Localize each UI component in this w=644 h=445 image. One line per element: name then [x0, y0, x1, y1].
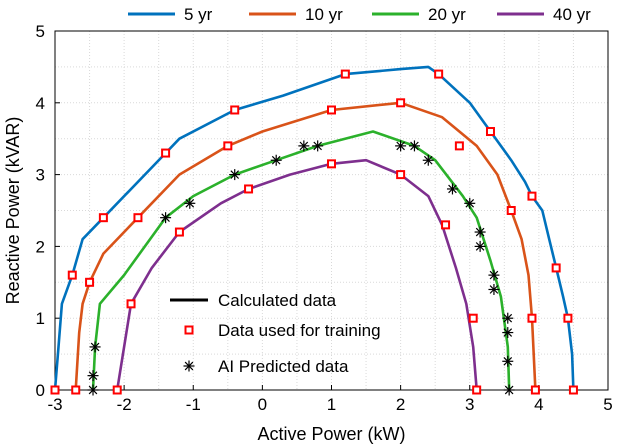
predicted-point [503, 384, 515, 396]
predicted-point [502, 327, 514, 339]
training-point [67, 270, 77, 280]
predicted-point [488, 283, 500, 295]
x-tick-label: 2 [396, 395, 405, 414]
predicted-point [160, 212, 172, 224]
training-point [441, 220, 451, 230]
predicted-point [87, 384, 99, 396]
training-point [112, 385, 122, 395]
predicted-point [408, 140, 420, 152]
training-point [223, 141, 233, 151]
training-point [454, 141, 464, 151]
training-point [472, 385, 482, 395]
training-point [527, 191, 537, 201]
x-tick-label: 5 [603, 395, 612, 414]
legend-label: 40 yr [553, 5, 591, 24]
series-line-5-yr [53, 65, 575, 391]
training-point [396, 98, 406, 108]
legend-label: 5 yr [184, 5, 213, 24]
x-tick-label: -2 [117, 395, 132, 414]
x-tick-label: -1 [186, 395, 201, 414]
legend-square-marker [184, 325, 194, 335]
predicted-point [312, 140, 324, 152]
training-point [327, 159, 336, 169]
y-tick-label: 0 [36, 381, 45, 400]
predicted-point [270, 154, 282, 166]
x-axis-title: Active Power (kW) [257, 424, 405, 444]
predicted-point [474, 226, 486, 238]
legend-marker-label: Data used for training [218, 321, 381, 340]
predicted-point [464, 197, 476, 209]
x-tick-label: 4 [534, 395, 543, 414]
training-point [551, 263, 561, 273]
predicted-point [229, 169, 241, 181]
x-tick-label: 0 [258, 395, 267, 414]
legend-top: 5 yr 10 yr 20 yr 40 yr [128, 5, 591, 24]
training-point [230, 105, 240, 115]
y-tick-label: 4 [36, 94, 45, 113]
training-point [174, 227, 184, 237]
x-tick-label: -3 [47, 395, 62, 414]
training-point [396, 170, 406, 180]
predicted-point [89, 341, 101, 353]
training-point [530, 385, 540, 395]
training-point [133, 213, 143, 223]
y-tick-label: 3 [36, 166, 45, 185]
series-line-20-yr [91, 130, 511, 391]
training-point [244, 184, 254, 194]
legend-marker-label: Calculated data [218, 291, 337, 310]
training-point [527, 313, 537, 323]
legend-asterisk-marker [183, 360, 195, 372]
training-point [506, 206, 516, 215]
y-tick-label: 5 [36, 22, 45, 41]
training-point [50, 385, 60, 395]
training-point [563, 313, 573, 323]
predicted-point [395, 140, 407, 152]
y-axis-title: Reactive Power (kVAR) [3, 117, 23, 305]
training-point [161, 148, 171, 158]
predicted-point [298, 140, 310, 152]
predicted-point [502, 312, 514, 324]
ticks-layer: -3 -2 -1 0 1 2 3 4 5 0 1 2 3 4 5 [36, 22, 613, 414]
training-point [126, 299, 136, 309]
x-tick-label: 3 [465, 395, 474, 414]
training-point [434, 69, 444, 79]
training-point [71, 385, 81, 395]
predicted-point [422, 154, 434, 166]
predicted-point [474, 240, 486, 252]
training-point [485, 127, 495, 137]
markers-layer [50, 69, 578, 396]
y-tick-label: 1 [36, 309, 45, 328]
legend-label: 20 yr [428, 5, 466, 24]
curves-layer [53, 65, 575, 391]
training-point [327, 105, 336, 115]
predicted-point [87, 370, 99, 382]
training-point [85, 277, 95, 287]
legend-label: 10 yr [305, 5, 343, 24]
x-tick-label: 1 [327, 395, 336, 414]
training-point [568, 385, 578, 395]
legend-marker-label: AI Predicted data [218, 357, 349, 376]
training-point [468, 313, 478, 323]
y-tick-label: 2 [36, 237, 45, 256]
predicted-point [184, 197, 196, 209]
training-point [98, 213, 108, 223]
legend-markers: Calculated data Data used for training AI … [170, 291, 381, 376]
training-point [340, 69, 350, 79]
predicted-point [488, 269, 500, 281]
predicted-point [446, 183, 458, 195]
predicted-point [502, 355, 514, 367]
